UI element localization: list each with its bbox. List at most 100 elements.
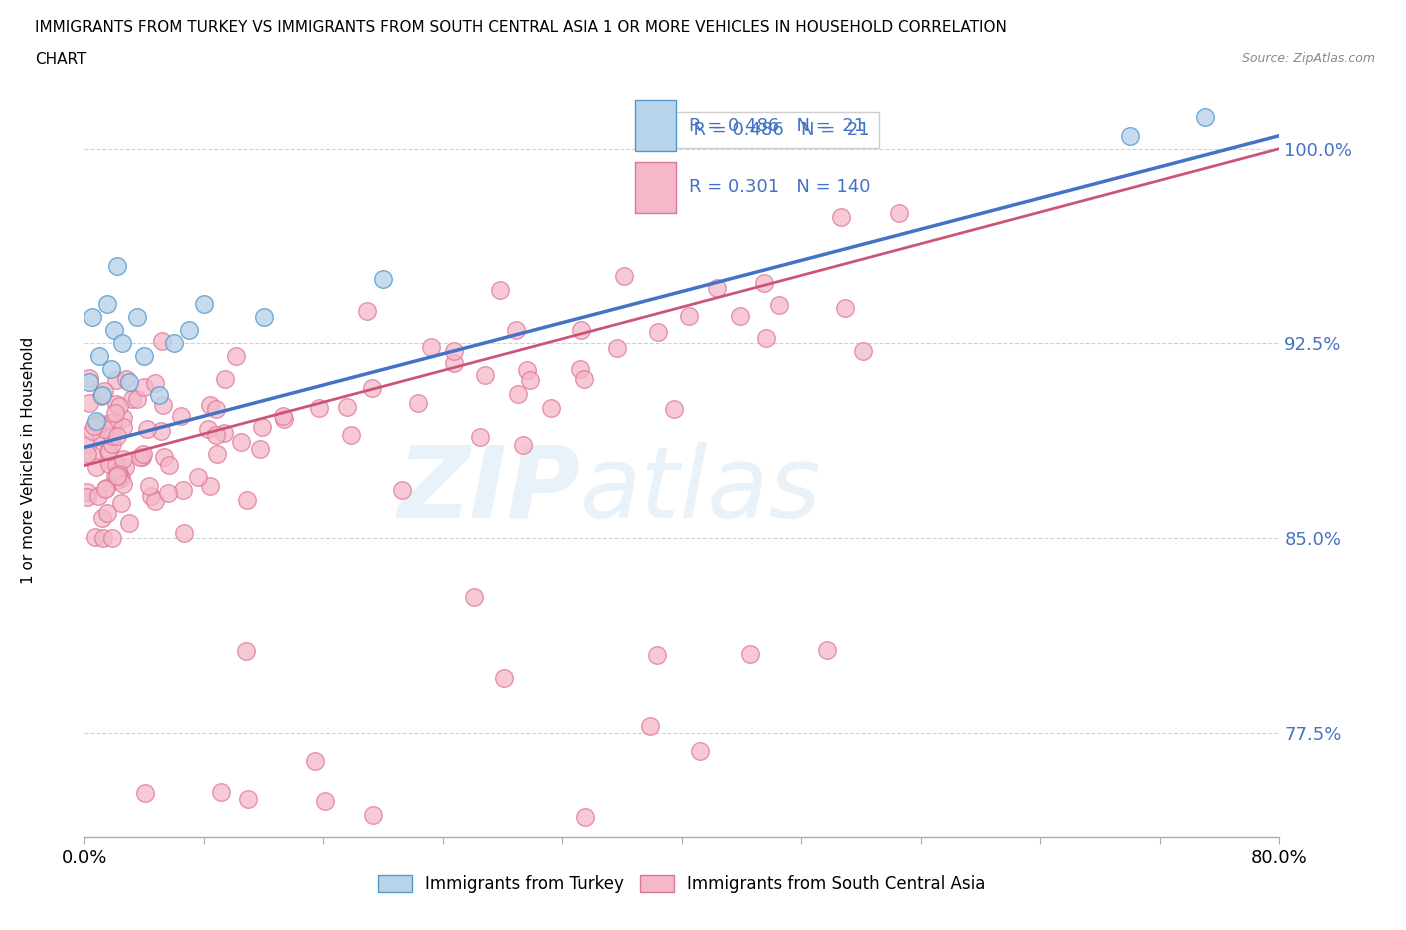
- Point: [125, 392, 148, 406]
- Point: [1119, 128, 1142, 143]
- Point: [132, 349, 156, 364]
- Point: [512, 438, 534, 453]
- Point: [205, 428, 228, 443]
- Point: [568, 361, 591, 376]
- Point: [114, 459, 136, 474]
- Point: [118, 375, 141, 390]
- Point: [574, 809, 596, 824]
- Point: [640, 719, 662, 734]
- Point: [89, 349, 111, 364]
- Legend: Immigrants from Turkey, Immigrants from South Central Asia: Immigrants from Turkey, Immigrants from …: [378, 874, 986, 893]
- Point: [139, 488, 162, 503]
- Point: [77, 370, 100, 385]
- Point: [80, 423, 103, 438]
- Point: [361, 380, 384, 395]
- Point: [105, 469, 128, 484]
- Point: [569, 322, 592, 337]
- Point: [125, 310, 148, 325]
- Point: [273, 412, 295, 427]
- Point: [152, 450, 174, 465]
- Text: IMMIGRANTS FROM TURKEY VS IMMIGRANTS FROM SOUTH CENTRAL ASIA 1 OR MORE VEHICLES : IMMIGRANTS FROM TURKEY VS IMMIGRANTS FRO…: [35, 20, 1007, 35]
- Point: [408, 395, 430, 410]
- Point: [101, 531, 124, 546]
- Point: [356, 303, 378, 318]
- Point: [443, 355, 465, 370]
- Point: [143, 494, 166, 509]
- Point: [86, 414, 108, 429]
- Point: [236, 493, 259, 508]
- Point: [77, 437, 100, 452]
- Point: [887, 206, 910, 220]
- Point: [815, 643, 838, 658]
- Point: [225, 348, 247, 363]
- Text: Source: ZipAtlas.com: Source: ZipAtlas.com: [1241, 52, 1375, 65]
- Point: [105, 259, 128, 273]
- Point: [112, 410, 135, 425]
- Point: [91, 511, 114, 525]
- Point: [205, 447, 228, 462]
- Point: [148, 388, 170, 403]
- Point: [834, 300, 856, 315]
- Point: [91, 531, 114, 546]
- Text: atlas: atlas: [581, 442, 823, 539]
- Point: [728, 309, 751, 324]
- Point: [150, 334, 173, 349]
- Point: [198, 479, 221, 494]
- Point: [104, 405, 127, 420]
- Text: ZIP: ZIP: [398, 442, 581, 539]
- Point: [138, 479, 160, 494]
- Point: [238, 791, 260, 806]
- Point: [314, 793, 336, 808]
- Point: [198, 397, 221, 412]
- Point: [101, 418, 124, 433]
- Point: [90, 389, 112, 404]
- Point: [689, 744, 711, 759]
- Point: [97, 457, 120, 472]
- Point: [173, 525, 195, 540]
- Point: [107, 466, 129, 481]
- Point: [373, 271, 395, 286]
- Point: [103, 323, 125, 338]
- Point: [752, 275, 775, 290]
- Point: [111, 477, 134, 492]
- Point: [79, 395, 101, 410]
- Point: [111, 336, 134, 351]
- Point: [516, 363, 538, 378]
- Point: [308, 401, 330, 416]
- Y-axis label: 1 or more Vehicles in Household: 1 or more Vehicles in Household: [21, 337, 35, 584]
- Point: [156, 485, 179, 500]
- Point: [110, 471, 132, 485]
- Point: [97, 444, 120, 458]
- Point: [103, 470, 125, 485]
- Point: [830, 209, 852, 224]
- Point: [80, 310, 103, 325]
- Point: [90, 430, 112, 445]
- Point: [339, 428, 361, 443]
- Point: [197, 421, 219, 436]
- Point: [96, 506, 118, 521]
- Point: [91, 388, 114, 403]
- Point: [86, 416, 108, 431]
- Point: [253, 310, 276, 325]
- Point: [100, 362, 122, 377]
- Point: [101, 437, 124, 452]
- Point: [80, 448, 103, 463]
- Point: [108, 469, 131, 484]
- Point: [755, 330, 778, 345]
- Point: [231, 434, 253, 449]
- Point: [443, 344, 465, 359]
- Point: [572, 371, 595, 386]
- Point: [768, 298, 790, 312]
- Point: [205, 401, 228, 416]
- Point: [134, 379, 156, 394]
- Point: [76, 446, 98, 461]
- Point: [110, 495, 132, 510]
- Point: [249, 441, 271, 456]
- Point: [613, 268, 636, 283]
- Point: [83, 418, 105, 433]
- Point: [420, 340, 443, 355]
- Point: [87, 416, 110, 431]
- Point: [489, 283, 512, 298]
- Point: [115, 372, 138, 387]
- Point: [149, 423, 172, 438]
